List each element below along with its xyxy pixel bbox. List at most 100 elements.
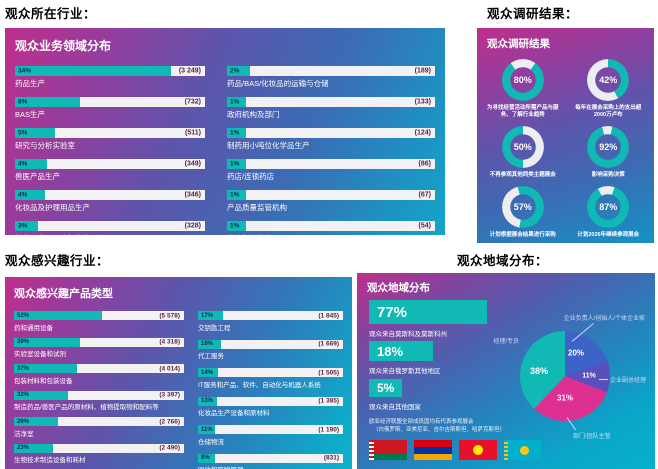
bar-row: 8% (831) 回收和废物管理 xyxy=(198,453,343,469)
bar-value: (3 249) xyxy=(178,67,201,75)
bar-label: 政府机构及部门 xyxy=(227,110,280,119)
bar-fill: 14% xyxy=(198,368,219,377)
interest-right-column: 17% (1 845) 交钥匙工程 16% (1 669) 代工服务 14% (1 5… xyxy=(198,311,343,469)
pie-percent: 31% xyxy=(556,393,574,403)
geo-note-line2: （白俄罗斯、亚美尼亚、吉尔吉斯斯坦、哈萨克斯坦） xyxy=(373,427,506,433)
bar-label: 化妆品生产设备和原材料 xyxy=(198,410,270,417)
bar-value: (2 490) xyxy=(159,444,180,452)
bar-label: 包装材料和包装设备 xyxy=(14,377,73,385)
bar-track: 34% (3 249) xyxy=(15,66,205,76)
donut-gauge: 80% 为寻找经营活动所需产品与服务、了解行业趋势 xyxy=(483,59,563,119)
bar-label: 化妆品及护理用品生产 xyxy=(15,203,90,212)
pie-label-deputy: 企业副总经理 xyxy=(610,378,647,384)
bar-track: 39% (4 318) xyxy=(14,337,184,347)
bar-fill: 16% xyxy=(198,339,222,349)
bar-fill: 13% xyxy=(198,396,217,406)
pie-percent: 11% xyxy=(582,372,596,380)
bar-label: 药品生产 xyxy=(15,79,45,88)
interest-panel-title: 观众感兴趣产品类型 xyxy=(14,288,113,300)
bar-track: 14% (1 505) xyxy=(198,368,343,377)
heading-interest: 观众感兴趣行业： xyxy=(5,254,110,268)
donut-ring xyxy=(587,126,630,168)
pie-percent: 20% xyxy=(567,348,585,358)
bar-track: 13% (1 385) xyxy=(198,396,343,406)
bar-value: (1 505) xyxy=(318,369,339,376)
donut-percent: 87% xyxy=(599,202,618,212)
donut-gauge: 42% 每年在展会采购上的支出超2000万卢布 xyxy=(569,59,649,119)
bar-value: (189) xyxy=(414,67,431,75)
bar-fill: 1% xyxy=(227,221,246,231)
bar-value: (1 845) xyxy=(318,312,339,319)
bar-row: 1% (133) 政府机构及部门 xyxy=(227,97,435,120)
bar-percent: 39% xyxy=(17,339,30,345)
bar-track: 1% (133) xyxy=(227,97,435,107)
bar-percent: 4% xyxy=(18,160,28,168)
bar-value: (346) xyxy=(184,191,201,199)
bar-fill: 52% xyxy=(14,311,103,320)
bar-percent: 37% xyxy=(17,365,30,372)
bar-percent: 11% xyxy=(201,426,213,433)
bar-fill: 4% xyxy=(15,159,48,169)
interest-panel: 观众感兴趣产品类型 52% (5 578) 药和通用设备 39% (4 318) 实… xyxy=(5,277,352,469)
bar-value: (732) xyxy=(184,98,201,106)
bar-percent: 1% xyxy=(230,160,240,168)
bar-row: 8% (732) BAS生产 xyxy=(15,97,205,120)
bar-value: (511) xyxy=(185,129,201,137)
bar-fill: 8% xyxy=(15,97,80,107)
flags-row xyxy=(369,440,542,460)
donut-ring xyxy=(587,59,630,101)
donut-caption: 每年在展会采购上的支出超2000万卢布 xyxy=(575,105,642,118)
pie-callout-line xyxy=(599,379,608,380)
bar-fill: 4% xyxy=(15,190,46,200)
bar-label: 血液制剂生产 xyxy=(227,234,272,243)
survey-panel-title: 观众调研结果 xyxy=(487,38,550,50)
bar-row: 1% (86) 药店/连锁药店 xyxy=(227,159,435,182)
geo-stat-caption: 观众来自莫斯科及莫斯科州 xyxy=(369,331,447,338)
bar-value: (54) xyxy=(418,222,431,230)
bar-percent: 4% xyxy=(18,191,28,199)
bar-track: 37% (4 014) xyxy=(14,364,184,373)
bar-track: 4% (346) xyxy=(15,190,205,200)
bar-track: 52% (5 578) xyxy=(14,311,184,320)
bar-fill: 32% xyxy=(14,390,69,400)
donut-gauge: 92% 影响采购决策 xyxy=(569,126,649,179)
bar-row: 2% (189) 药品/BAS/化妆品的运输与仓储 xyxy=(227,66,435,89)
bar-value: (1 385) xyxy=(318,397,339,405)
armenia-flag xyxy=(414,440,452,460)
donut-caption: 计划根据展会结果进行采购 xyxy=(489,232,556,238)
bar-percent: 34% xyxy=(18,67,32,75)
bar-row: 52% (5 578) 药和通用设备 xyxy=(14,311,184,332)
bar-percent: 1% xyxy=(230,98,240,106)
bar-row: 39% (4 318) 实验室设备和试剂 xyxy=(14,337,184,358)
bar-label: 制药用小吨位化学品生产 xyxy=(227,141,310,150)
bar-label: BAS生产 xyxy=(15,110,46,119)
bar-label: 药店/连锁药店 xyxy=(227,172,275,181)
bar-track: 16% (1 669) xyxy=(198,339,343,349)
bar-value: (5 578) xyxy=(159,312,180,319)
bar-value: (831) xyxy=(323,454,339,462)
bar-track: 5% (511) xyxy=(15,128,205,138)
donut-caption: 不再参观其他同类主题展会 xyxy=(489,172,556,178)
bar-percent: 52% xyxy=(17,312,30,319)
bar-fill: 39% xyxy=(14,337,81,347)
donut-percent: 92% xyxy=(599,142,618,152)
pie-label-manager: 经理/专员 xyxy=(493,339,519,345)
bar-row: 13% (1 385) 化妆品生产设备和原材料 xyxy=(198,396,343,417)
belarus-flag xyxy=(369,440,407,460)
donut-percent: 42% xyxy=(599,75,618,85)
bar-label: 药品/BAS/化妆品的运输与仓储 xyxy=(227,79,329,88)
bar-label: 实验室设备和试剂 xyxy=(14,351,66,358)
bar-track: 23% (2 490) xyxy=(14,443,184,453)
bar-percent: 32% xyxy=(17,392,30,398)
bar-percent: 13% xyxy=(201,398,214,404)
heading-survey: 观众调研结果： xyxy=(487,7,579,21)
bar-value: (2 766) xyxy=(159,418,180,425)
bar-label: IT服务和产品、软件、自动化与机器人系统 xyxy=(198,381,321,389)
bar-fill: 1% xyxy=(227,97,246,107)
bar-row: 3% (328) 制药企业及医疗机构的设计与建设 xyxy=(15,221,205,244)
bar-fill: 1% xyxy=(227,190,246,200)
bar-value: (1 190) xyxy=(318,426,339,433)
bar-row: 5% (511) 研究与分析实验室 xyxy=(15,128,205,151)
bar-percent: 5% xyxy=(18,129,28,137)
